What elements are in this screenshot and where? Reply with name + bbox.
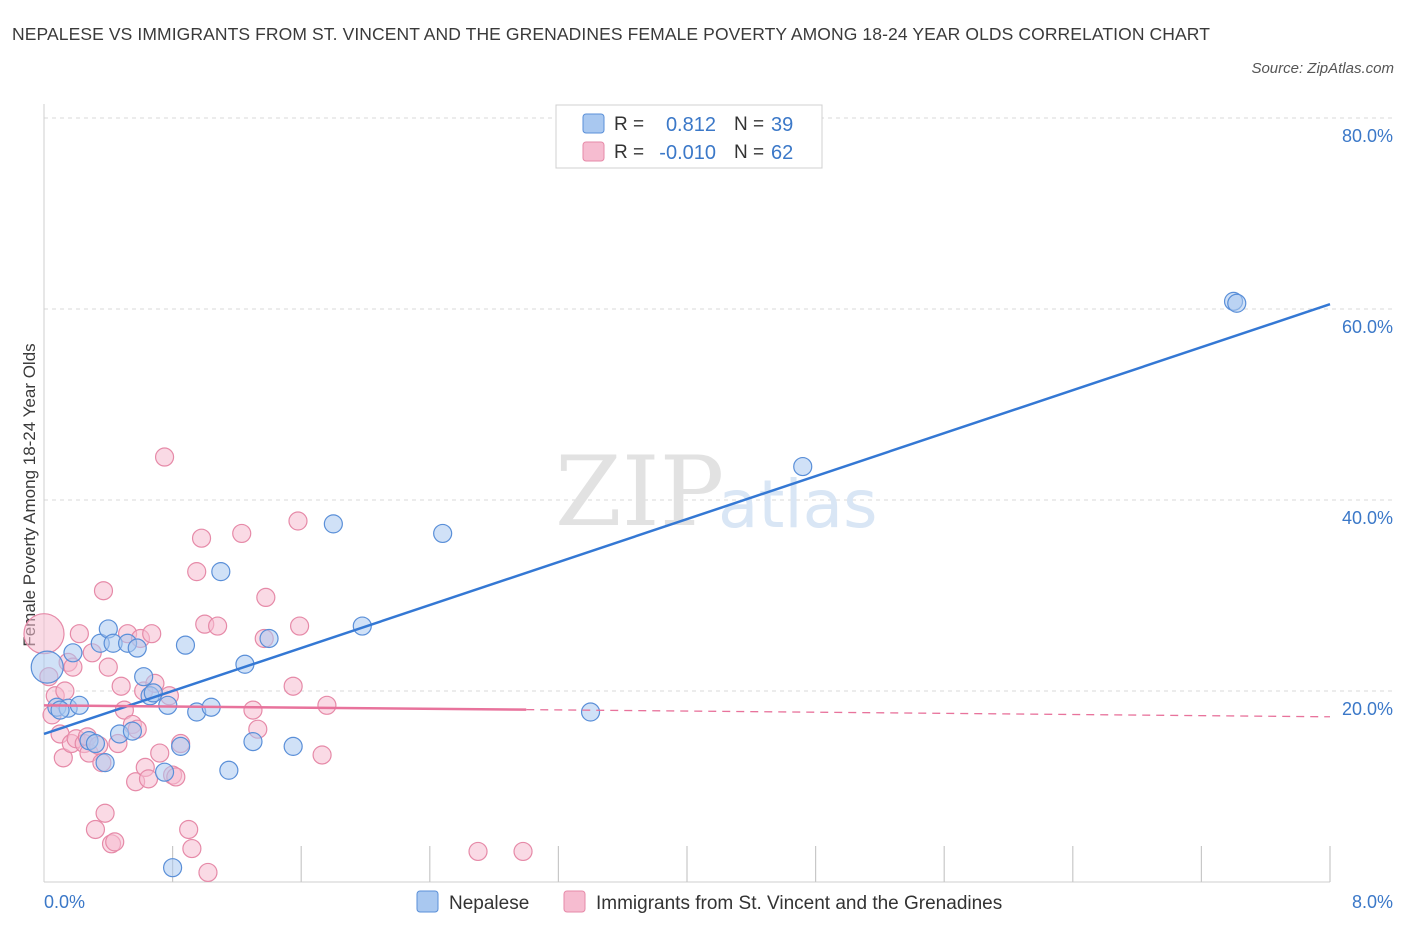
nepalese-point-21 <box>171 736 191 756</box>
legend-n-label-2: N = <box>734 142 764 163</box>
immigrants-point-19 <box>93 581 114 601</box>
immigrants-point-0 <box>23 613 65 655</box>
nepalese-point-33 <box>433 523 453 544</box>
immigrants-point-54 <box>256 587 276 608</box>
nepalese-point-30 <box>283 736 303 756</box>
immigrants-trend-line-dashed <box>526 708 1331 718</box>
x-ticks <box>172 846 1331 882</box>
immigrants-point-56 <box>288 511 308 531</box>
top-legend: R = 0.812 N = 39 R = -0.010 N = 62 <box>555 104 823 169</box>
bottom-legend-swatch-immigrants <box>563 890 586 913</box>
nepalese-point-15 <box>134 667 154 687</box>
legend-swatch-pink <box>582 141 605 162</box>
immigrants-point-59 <box>317 695 337 715</box>
immigrants-point-48 <box>198 862 218 883</box>
immigrants-point-25 <box>111 676 131 696</box>
x-tick-label-max: 8.0% <box>1352 892 1393 912</box>
immigrants-point-46 <box>191 528 212 548</box>
immigrants-point-20 <box>95 803 115 823</box>
immigrants-point-21 <box>98 657 118 677</box>
nepalese-point-20 <box>163 858 183 878</box>
nepalese-point-22 <box>175 635 196 655</box>
legend-n-label-1: N = <box>734 114 764 135</box>
immigrants-point-35 <box>142 624 162 644</box>
nepalese-point-18 <box>154 762 175 782</box>
immigrants-point-49 <box>208 616 228 636</box>
nepalese-point-17 <box>143 683 163 703</box>
nepalese-point-29 <box>259 628 279 649</box>
nepalese-point-32 <box>352 616 372 636</box>
immigrants-trend-line-solid <box>43 704 527 711</box>
nepalese-point-13 <box>122 721 143 741</box>
nepalese-point-28 <box>243 732 263 752</box>
immigrants-point-57 <box>289 616 310 636</box>
nepalese-point-35 <box>793 456 813 477</box>
immigrants-point-43 <box>179 819 199 840</box>
nepalese-point-14 <box>127 638 147 658</box>
nepalese-trend-line <box>43 303 1331 736</box>
chart-title: NEPALESE VS IMMIGRANTS FROM ST. VINCENT … <box>12 24 1211 44</box>
legend-swatch-blue <box>582 113 605 134</box>
bottom-legend-label-nepalese: Nepalese <box>449 893 529 914</box>
nepalese-point-37 <box>1227 293 1247 313</box>
watermark-atlas: atlas <box>718 466 878 543</box>
y-tick-label-80: 80.0% <box>1342 126 1393 146</box>
immigrants-point-23 <box>105 832 125 852</box>
immigrants-point-44 <box>182 838 202 859</box>
bottom-legend-label-immigrants: Immigrants from St. Vincent and the Gren… <box>596 893 1002 914</box>
bottom-legend: Nepalese Immigrants from St. Vincent and… <box>416 890 1002 914</box>
immigrants-point-37 <box>150 743 170 763</box>
immigrants-point-34 <box>138 769 159 789</box>
immigrants-point-38 <box>154 447 175 467</box>
nepalese-point-0 <box>30 650 64 684</box>
nepalese-point-25 <box>211 562 231 582</box>
immigrants-point-45 <box>187 562 207 582</box>
nepalese-point-34 <box>580 702 601 722</box>
nepalese-point-8 <box>95 753 115 773</box>
series-immigrants-points <box>23 447 533 883</box>
grid-lines <box>44 117 1393 692</box>
y-axis-title: Female Poverty Among 18-24 Year Olds <box>20 343 39 646</box>
immigrants-point-6 <box>55 681 75 701</box>
immigrants-point-61 <box>513 841 533 862</box>
source-label: Source: ZipAtlas.com <box>1251 60 1394 77</box>
nepalese-point-31 <box>323 514 343 534</box>
nepalese-point-38 <box>50 700 70 720</box>
legend-r-value-1: 0.812 <box>666 114 716 136</box>
immigrants-point-55 <box>283 676 303 696</box>
y-tick-label-40: 40.0% <box>1342 508 1393 528</box>
nepalese-point-3 <box>63 643 83 663</box>
legend-r-label-1: R = <box>614 114 644 135</box>
immigrants-point-11 <box>69 624 89 644</box>
immigrants-point-58 <box>312 745 332 765</box>
immigrants-point-60 <box>468 841 488 862</box>
watermark-zip: ZIP <box>555 436 724 548</box>
bottom-legend-swatch-nepalese <box>416 890 439 913</box>
immigrants-point-51 <box>243 700 263 720</box>
legend-n-value-2: 62 <box>771 142 793 164</box>
immigrants-point-5 <box>53 748 73 768</box>
nepalese-point-26 <box>219 760 239 780</box>
immigrants-point-50 <box>232 523 252 544</box>
nepalese-point-6 <box>85 733 106 754</box>
legend-r-value-2: -0.010 <box>659 142 716 164</box>
immigrants-point-16 <box>85 819 106 840</box>
trend-lines <box>43 303 1331 736</box>
legend-r-label-2: R = <box>614 142 644 163</box>
y-tick-label-60: 60.0% <box>1342 317 1393 337</box>
y-tick-label-20: 20.0% <box>1342 699 1393 719</box>
series-nepalese-points <box>30 291 1247 878</box>
legend-n-value-1: 39 <box>771 114 793 136</box>
y-tick-labels: 20.0% 40.0% 60.0% 80.0% <box>1342 126 1393 719</box>
x-tick-label-min: 0.0% <box>44 892 85 912</box>
